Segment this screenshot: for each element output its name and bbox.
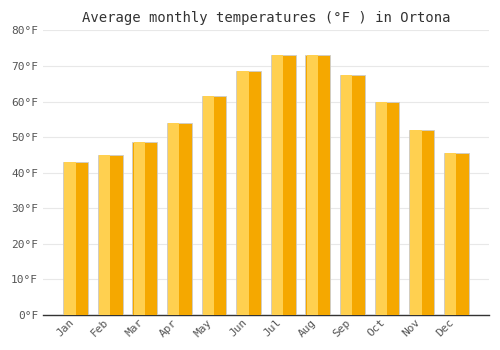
- Bar: [306, 55, 330, 315]
- Bar: [410, 130, 422, 315]
- Bar: [445, 153, 456, 315]
- Bar: [341, 75, 352, 315]
- Bar: [306, 55, 318, 315]
- Bar: [132, 142, 158, 315]
- Bar: [134, 142, 145, 315]
- Bar: [168, 123, 179, 315]
- Bar: [271, 55, 295, 315]
- Bar: [374, 102, 400, 315]
- Bar: [203, 96, 214, 315]
- Bar: [409, 130, 434, 315]
- Bar: [99, 155, 110, 315]
- Bar: [63, 162, 88, 315]
- Bar: [238, 71, 248, 315]
- Bar: [272, 55, 283, 315]
- Bar: [98, 155, 122, 315]
- Bar: [64, 162, 76, 315]
- Bar: [202, 96, 226, 315]
- Bar: [444, 153, 468, 315]
- Bar: [167, 123, 192, 315]
- Bar: [376, 102, 387, 315]
- Title: Average monthly temperatures (°F ) in Ortona: Average monthly temperatures (°F ) in Or…: [82, 11, 450, 25]
- Bar: [236, 71, 261, 315]
- Bar: [340, 75, 365, 315]
